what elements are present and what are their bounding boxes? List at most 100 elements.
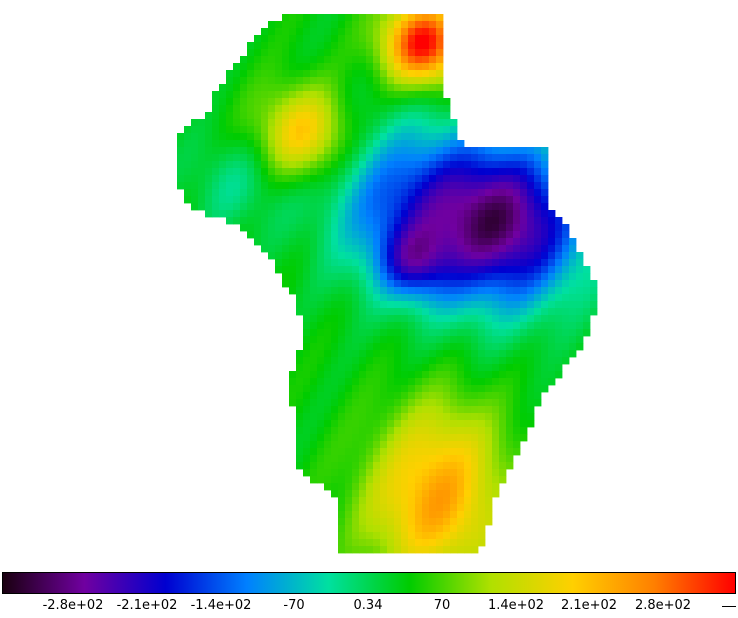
- heatmap-cell: [499, 238, 507, 246]
- heatmap-cell: [450, 252, 458, 260]
- heatmap-cell: [303, 350, 311, 358]
- heatmap-cell: [380, 343, 388, 351]
- heatmap-cell: [485, 147, 493, 155]
- heatmap-cell: [576, 280, 584, 288]
- heatmap-cell: [366, 70, 374, 78]
- heatmap-cell: [240, 126, 248, 134]
- heatmap-cell: [450, 392, 458, 400]
- heatmap-cell: [352, 119, 360, 127]
- heatmap-cell: [394, 63, 402, 71]
- heatmap-cell: [415, 364, 423, 372]
- heatmap-cell: [506, 343, 514, 351]
- heatmap-cell: [359, 63, 367, 71]
- heatmap-cell: [387, 238, 395, 246]
- heatmap-cell: [401, 182, 409, 190]
- heatmap-cell: [366, 42, 374, 50]
- heatmap-cell: [457, 196, 465, 204]
- heatmap-cell: [275, 28, 283, 36]
- heatmap-cell: [520, 406, 528, 414]
- heatmap-cell: [534, 280, 542, 288]
- heatmap-cell: [303, 231, 311, 239]
- heatmap-cell: [562, 343, 570, 351]
- heatmap-cell: [492, 308, 500, 316]
- heatmap-cell: [415, 98, 423, 106]
- heatmap-cell: [233, 182, 241, 190]
- heatmap-cell: [317, 231, 325, 239]
- heatmap-cell: [499, 378, 507, 386]
- heatmap-cell: [541, 301, 549, 309]
- heatmap-cell: [464, 378, 472, 386]
- heatmap-cell: [352, 497, 360, 505]
- heatmap-cell: [282, 28, 290, 36]
- heatmap-cell: [401, 441, 409, 449]
- heatmap-cell: [457, 161, 465, 169]
- heatmap-cell: [352, 63, 360, 71]
- heatmap-cell: [436, 301, 444, 309]
- heatmap-cell: [240, 112, 248, 120]
- heatmap-cell: [296, 245, 304, 253]
- heatmap-cell: [422, 140, 430, 148]
- heatmap-cell: [324, 161, 332, 169]
- heatmap-cell: [401, 280, 409, 288]
- heatmap-cell: [387, 154, 395, 162]
- heatmap-cell: [289, 273, 297, 281]
- heatmap-cell: [296, 210, 304, 218]
- heatmap-cell: [212, 182, 220, 190]
- heatmap-cell: [359, 301, 367, 309]
- heatmap-cell: [380, 413, 388, 421]
- heatmap-cell: [541, 224, 549, 232]
- heatmap-cell: [464, 525, 472, 533]
- heatmap-cell: [527, 280, 535, 288]
- heatmap-cell: [408, 280, 416, 288]
- heatmap-cell: [450, 483, 458, 491]
- heatmap-cell: [324, 280, 332, 288]
- heatmap-cell: [520, 434, 528, 442]
- heatmap-cell: [219, 210, 227, 218]
- heatmap-cell: [436, 448, 444, 456]
- heatmap-cell: [499, 308, 507, 316]
- heatmap-cell: [450, 539, 458, 547]
- heatmap-cell: [219, 112, 227, 120]
- heatmap-cell: [408, 539, 416, 547]
- heatmap-cell: [450, 462, 458, 470]
- heatmap-cell: [268, 63, 276, 71]
- heatmap-cell: [450, 140, 458, 148]
- heatmap-cell: [345, 532, 353, 540]
- heatmap-cell: [499, 399, 507, 407]
- heatmap-cell: [240, 196, 248, 204]
- heatmap-cell: [240, 210, 248, 218]
- heatmap-cell: [590, 301, 598, 309]
- heatmap-cell: [464, 420, 472, 428]
- heatmap-cell: [303, 63, 311, 71]
- heatmap-cell: [408, 161, 416, 169]
- heatmap-cell: [310, 245, 318, 253]
- heatmap-cell: [352, 490, 360, 498]
- heatmap-cell: [352, 56, 360, 64]
- heatmap-cell: [527, 371, 535, 379]
- heatmap-cell: [345, 504, 353, 512]
- heatmap-cell: [352, 518, 360, 526]
- heatmap-cell: [226, 77, 234, 85]
- heatmap-cell: [247, 224, 255, 232]
- heatmap-cell: [177, 154, 185, 162]
- heatmap-cell: [296, 35, 304, 43]
- heatmap-cell: [289, 70, 297, 78]
- heatmap-cell: [254, 126, 262, 134]
- heatmap-cell: [282, 140, 290, 148]
- heatmap-cell: [380, 455, 388, 463]
- heatmap-cell: [478, 448, 486, 456]
- heatmap-cell: [401, 98, 409, 106]
- heatmap-cell: [527, 259, 535, 267]
- heatmap-cell: [541, 217, 549, 225]
- heatmap-cell: [541, 168, 549, 176]
- heatmap-cell: [373, 182, 381, 190]
- heatmap-cell: [261, 154, 269, 162]
- heatmap-cell: [422, 385, 430, 393]
- heatmap-cell: [422, 147, 430, 155]
- heatmap-cell: [240, 175, 248, 183]
- heatmap-cell: [478, 413, 486, 421]
- heatmap-cell: [401, 189, 409, 197]
- heatmap-cell: [310, 294, 318, 302]
- heatmap-cell: [408, 147, 416, 155]
- heatmap-cell: [268, 42, 276, 50]
